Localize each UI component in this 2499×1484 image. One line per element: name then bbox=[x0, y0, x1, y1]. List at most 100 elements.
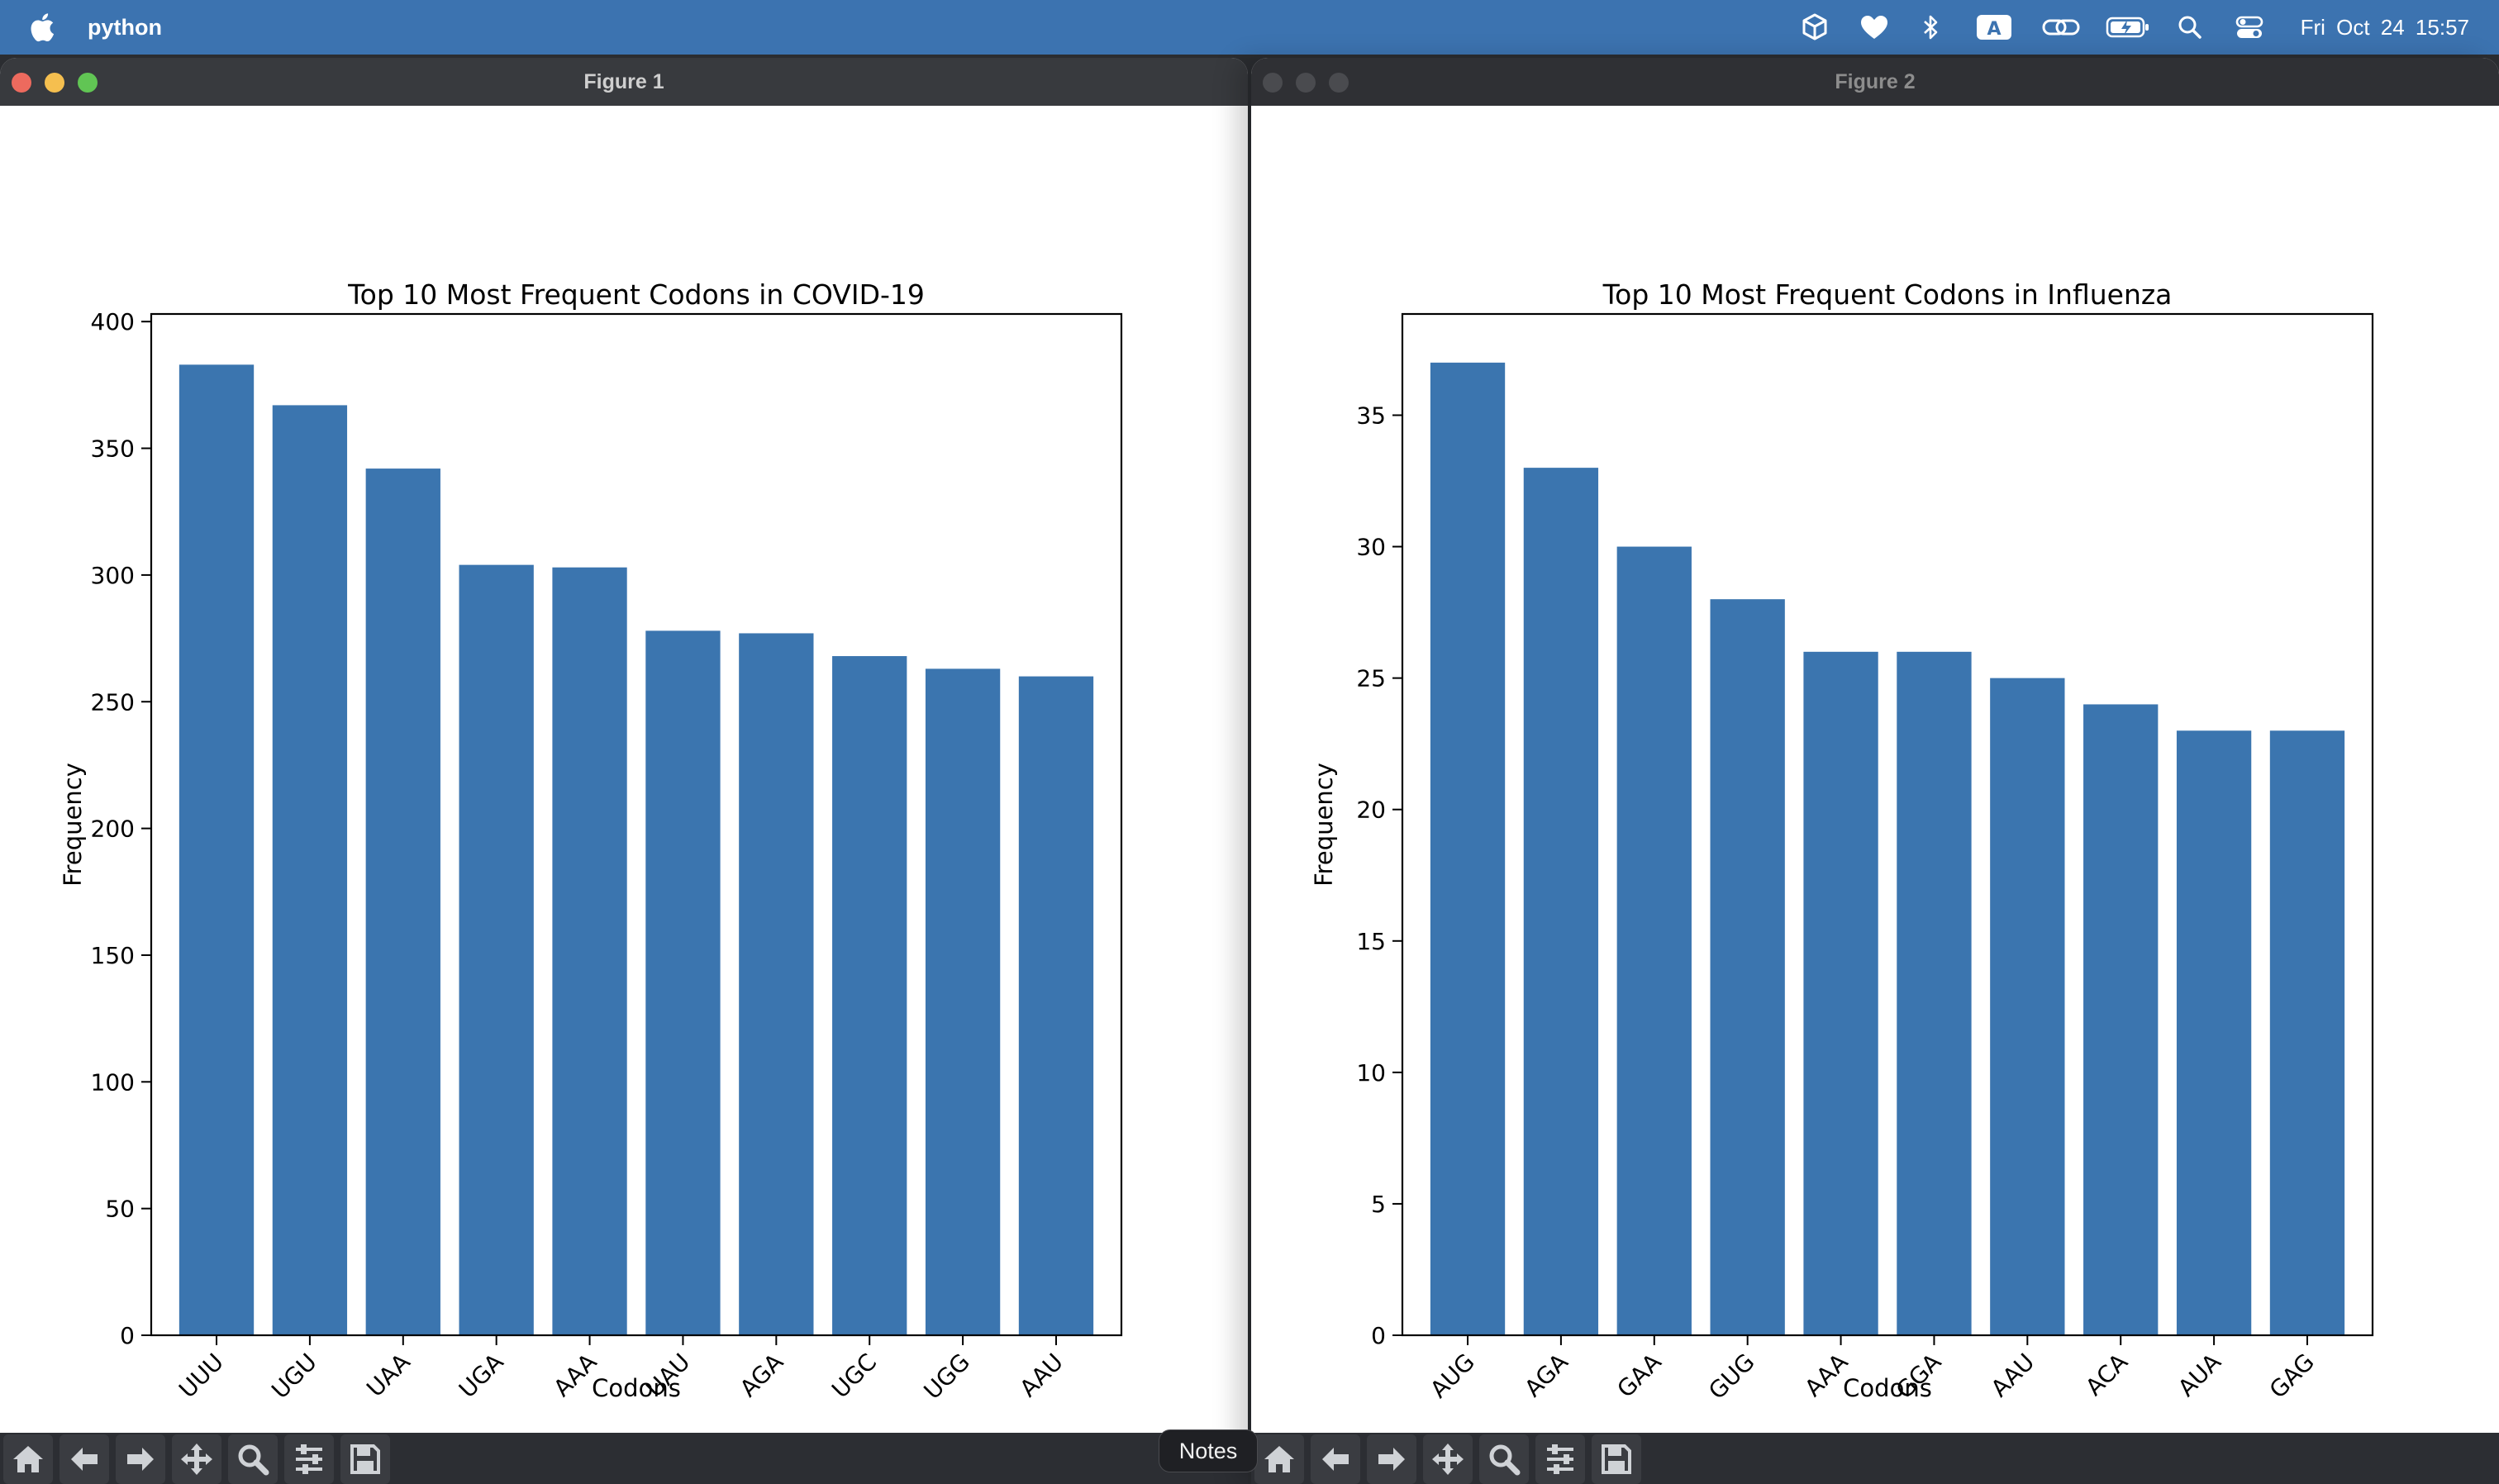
y-tick-label: 10 bbox=[1356, 1059, 1386, 1087]
pan-button[interactable] bbox=[172, 1434, 221, 1484]
app-name[interactable]: python bbox=[88, 15, 162, 40]
y-tick-label: 15 bbox=[1356, 928, 1386, 955]
x-tick-label: UUU bbox=[174, 1348, 229, 1404]
input-source-icon[interactable]: A bbox=[1975, 12, 2013, 43]
bar-gaa bbox=[1616, 546, 1692, 1335]
window-title-bar[interactable]: Figure 2 bbox=[1251, 58, 2499, 106]
apple-menu-icon[interactable] bbox=[30, 12, 60, 43]
x-tick-label: GAG bbox=[2264, 1348, 2320, 1404]
axes-frame bbox=[1401, 312, 2374, 1337]
x-tick-label: AGA bbox=[735, 1348, 788, 1402]
x-tick-label: ACA bbox=[2080, 1348, 2133, 1401]
battery-icon[interactable] bbox=[2106, 12, 2150, 43]
back-arrow-button[interactable] bbox=[1311, 1434, 1360, 1484]
home-button[interactable] bbox=[1254, 1434, 1304, 1484]
zoom-icon bbox=[238, 1444, 269, 1476]
bar-ugu bbox=[272, 405, 348, 1336]
bluetooth-icon[interactable] bbox=[1914, 12, 1947, 43]
x-tick-label: AAU bbox=[1986, 1348, 2040, 1402]
home-icon bbox=[1264, 1446, 1294, 1472]
x-axis-label: Codons bbox=[592, 1374, 681, 1402]
y-tick-label: 35 bbox=[1356, 402, 1386, 429]
bar-aua bbox=[2176, 730, 2252, 1335]
input-source-letter: A bbox=[1987, 19, 2001, 40]
minimize-button[interactable] bbox=[1296, 73, 1316, 93]
y-tick-label: 50 bbox=[105, 1196, 135, 1223]
bar-uau bbox=[645, 630, 721, 1335]
zoom-button[interactable] bbox=[228, 1434, 278, 1484]
y-tick-label: 300 bbox=[91, 562, 135, 589]
bar-aug bbox=[1430, 362, 1506, 1335]
y-tick-label: 25 bbox=[1356, 665, 1386, 692]
matplotlib-toolbar bbox=[0, 1433, 1248, 1484]
x-tick-label: AUA bbox=[2173, 1348, 2226, 1402]
zoom-button[interactable] bbox=[78, 73, 98, 93]
configure-subplots-button[interactable] bbox=[284, 1434, 334, 1484]
y-tick-label: 350 bbox=[91, 435, 135, 463]
back-arrow-icon bbox=[71, 1448, 98, 1471]
figure-2-window: Figure 2 0 5 10 15 20 25 30 35 AUG AGA GAA GUG AAA GG… bbox=[1251, 58, 2499, 1484]
x-tick-label: GAA bbox=[1611, 1348, 1666, 1403]
x-tick-label: AUG bbox=[1425, 1348, 1480, 1404]
zoom-button[interactable] bbox=[1479, 1434, 1529, 1484]
forward-arrow-icon bbox=[127, 1448, 154, 1471]
home-icon bbox=[13, 1446, 43, 1472]
heart-icon[interactable] bbox=[1858, 12, 1891, 43]
close-button[interactable] bbox=[1263, 73, 1283, 93]
y-tick-label: 250 bbox=[91, 688, 135, 716]
x-tick-label: GUG bbox=[1703, 1348, 1760, 1406]
search-icon[interactable] bbox=[2173, 12, 2206, 43]
pan-icon bbox=[181, 1444, 212, 1475]
y-tick-label: 150 bbox=[91, 942, 135, 969]
link-icon[interactable] bbox=[2041, 12, 2081, 43]
back-arrow-icon bbox=[1322, 1448, 1349, 1471]
menu-bar: python A Fri Oct 24 15:57 bbox=[0, 0, 2499, 55]
figure-1-window: Figure 1 0 50 100 150 200 250 300 350 400 UUU UGU U… bbox=[0, 58, 1248, 1484]
bar-aca bbox=[2083, 704, 2159, 1335]
cube-icon[interactable] bbox=[1798, 12, 1831, 43]
y-tick-label: 30 bbox=[1356, 534, 1386, 561]
x-tick-label: AGA bbox=[1519, 1348, 1573, 1402]
y-axis-label: Frequency bbox=[1310, 763, 1338, 887]
y-tick-label: 400 bbox=[91, 308, 135, 335]
control-center-icon[interactable] bbox=[2233, 12, 2266, 43]
save-button[interactable] bbox=[1592, 1434, 1641, 1484]
y-tick-label: 0 bbox=[1371, 1322, 1386, 1349]
bar-uaa bbox=[365, 469, 440, 1335]
bar-ugc bbox=[832, 656, 907, 1335]
pan-button[interactable] bbox=[1423, 1434, 1473, 1484]
bar-gga bbox=[1897, 651, 1972, 1335]
chart-title: Top 10 Most Frequent Codons in Influenza bbox=[1602, 278, 2173, 311]
bar-aga bbox=[739, 633, 814, 1335]
window-title-bar[interactable]: Figure 1 bbox=[0, 58, 1248, 106]
minimize-button[interactable] bbox=[45, 73, 64, 93]
x-tick-label: UGA bbox=[454, 1348, 509, 1404]
bar-aau bbox=[1018, 676, 1094, 1335]
home-button[interactable] bbox=[3, 1434, 53, 1484]
notes-tooltip: Notes bbox=[1159, 1429, 1258, 1472]
y-tick-label: 200 bbox=[91, 816, 135, 843]
x-axis-label: Codons bbox=[1843, 1374, 1932, 1402]
chart-title: Top 10 Most Frequent Codons in COVID-19 bbox=[347, 278, 925, 311]
x-tick-label: AAU bbox=[1014, 1348, 1068, 1402]
configure-subplots-button[interactable] bbox=[1535, 1434, 1585, 1484]
axes-frame bbox=[150, 312, 1123, 1337]
y-tick-label: 100 bbox=[91, 1068, 135, 1096]
save-button[interactable] bbox=[340, 1434, 390, 1484]
bar-aga bbox=[1523, 468, 1599, 1335]
pan-icon bbox=[1432, 1444, 1464, 1475]
bar-aaa bbox=[1803, 651, 1878, 1335]
y-tick-label: 0 bbox=[120, 1322, 135, 1349]
menu-bar-clock[interactable]: Fri Oct 24 15:57 bbox=[2300, 15, 2469, 40]
zoom-button[interactable] bbox=[1329, 73, 1349, 93]
forward-arrow-button[interactable] bbox=[1367, 1434, 1416, 1484]
forward-arrow-icon bbox=[1378, 1448, 1405, 1471]
close-button[interactable] bbox=[12, 73, 31, 93]
x-tick-label: UGU bbox=[266, 1348, 322, 1405]
back-arrow-button[interactable] bbox=[60, 1434, 109, 1484]
bar-uuu bbox=[178, 364, 255, 1335]
y-axis-label: Frequency bbox=[59, 763, 87, 887]
forward-arrow-button[interactable] bbox=[116, 1434, 165, 1484]
x-tick-label: UGG bbox=[919, 1348, 976, 1406]
